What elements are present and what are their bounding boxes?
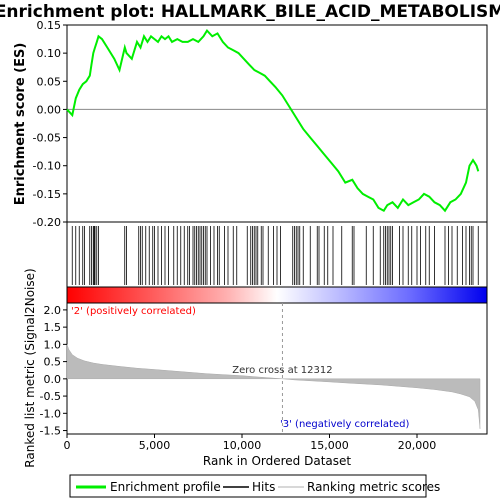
es-y-tick-label: 0.00 (37, 103, 62, 116)
color-band-rect (66, 286, 488, 304)
rank-x-tick-label: 20,000 (398, 439, 437, 452)
legend-item-hits: Hits (252, 480, 275, 494)
es-y-axis-label: Enrichment score (ES) (13, 43, 28, 206)
es-y-tick-label: -0.15 (33, 188, 61, 201)
rank-x-tick-label: 0 (64, 439, 71, 452)
rank-x-tick-label: 15,000 (310, 439, 349, 452)
es-y-tick-label: 0.05 (37, 75, 62, 88)
rank-x-tick-label: 5,000 (139, 439, 171, 452)
rank-x-ticks: 0 5,000 10,000 15,000 20,000 (64, 434, 437, 452)
rank-y-tick-label: 0.5 (44, 356, 62, 369)
es-series-line (66, 28, 480, 213)
rank-y-axis-label: Ranked list metric (Signal2Noise) (23, 268, 37, 467)
enrichment-panel: 0.15 0.10 0.05 0.00 -0.05 -0.10 -0.15 -0.20 Enr… (13, 19, 488, 229)
zero-cross-label: Zero cross at 12312 (232, 365, 332, 376)
rank-x-axis-label: Rank in Ordered Dataset (203, 454, 351, 468)
es-y-tick-label: -0.20 (33, 216, 61, 229)
es-y-tick-label: -0.05 (33, 132, 61, 145)
es-y-tick-label: 0.15 (37, 19, 62, 32)
rank-metric-panel: 2.0 1.5 1.0 0.5 0.0 -0.5 -1.0 -1.5 0 5,000 10,000… (23, 268, 488, 468)
ranking-metric-fill (66, 344, 481, 429)
positive-correlation-label: '2' (positively correlated) (71, 306, 196, 317)
rank-x-tick-label: 10,000 (223, 439, 262, 452)
hits-panel (66, 221, 488, 288)
rank-y-tick-label: 0.0 (44, 373, 62, 386)
es-profile-line (66, 28, 480, 213)
rank-y-tick-label: -1.5 (40, 425, 61, 438)
rank-color-band (66, 286, 488, 304)
es-y-tick-label: -0.10 (33, 160, 61, 173)
negative-correlation-label: '3' (negatively correlated) (280, 419, 409, 430)
rank-y-tick-label: -0.5 (40, 390, 61, 403)
es-y-tick-label: 0.10 (37, 47, 62, 60)
legend-box (69, 474, 427, 498)
legend: Enrichment profile Hits Ranking metric s… (69, 474, 440, 498)
es-y-ticks: 0.15 0.10 0.05 0.00 -0.05 -0.10 -0.15 -0.20 (33, 19, 67, 229)
rank-y-tick-label: -1.0 (40, 407, 61, 420)
legend-item-enrichment: Enrichment profile (110, 480, 221, 494)
rank-y-tick-label: 2.0 (44, 304, 62, 317)
rank-y-tick-label: 1.5 (44, 321, 62, 334)
es-panel-frame (66, 24, 488, 223)
rank-y-ticks: 2.0 1.5 1.0 0.5 0.0 -0.5 -1.0 -1.5 (40, 304, 67, 438)
rank-y-tick-label: 1.0 (44, 338, 62, 351)
legend-item-ranking: Ranking metric scores (307, 480, 440, 494)
ranking-metric-area (66, 344, 481, 429)
chart-title: Enrichment plot: HALLMARK_BILE_ACID_META… (0, 2, 500, 22)
hit-marks (71, 226, 479, 285)
